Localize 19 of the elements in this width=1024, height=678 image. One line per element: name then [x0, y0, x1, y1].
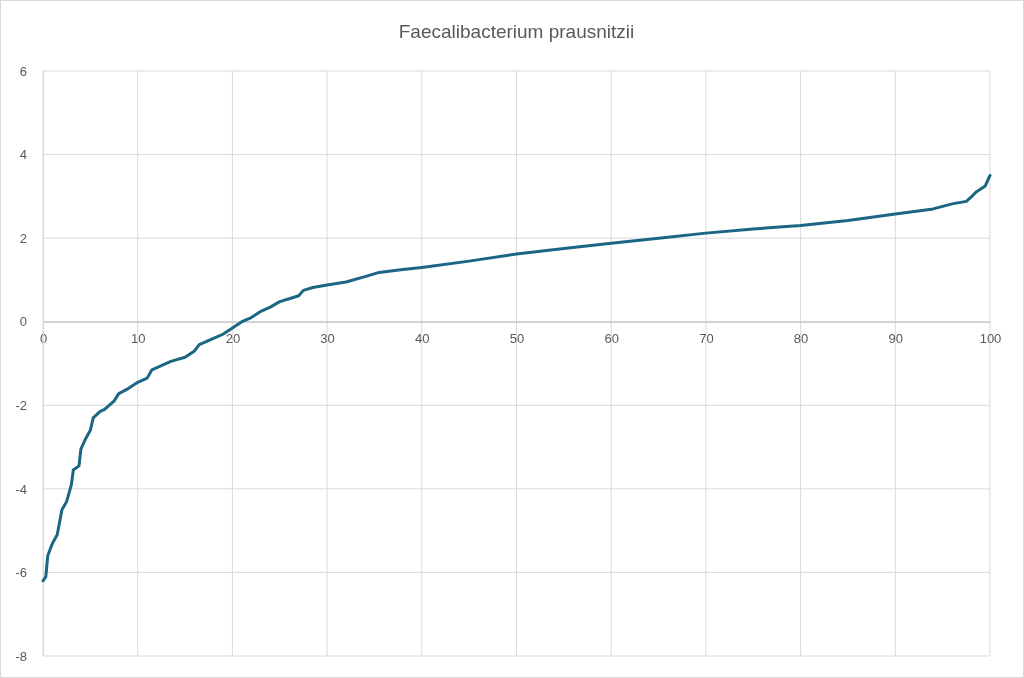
y-tick-label: 0 — [19, 314, 27, 330]
y-tick-label: -2 — [15, 397, 27, 413]
x-tick-label: 30 — [320, 330, 335, 346]
x-tick-label: 10 — [130, 330, 146, 346]
x-tick-label: 50 — [509, 330, 525, 346]
y-tick-label: -4 — [15, 481, 27, 497]
y-tick-label: -8 — [15, 648, 27, 664]
x-tick-label: 60 — [604, 330, 619, 346]
chart-title: Faecalibacterium prausnitzii — [398, 21, 635, 42]
x-tick-label: 70 — [699, 330, 714, 346]
x-tick-label: 100 — [979, 330, 1002, 346]
x-tick-label: 20 — [225, 330, 241, 346]
y-tick-label: 6 — [19, 63, 27, 79]
x-tick-label: 80 — [793, 330, 809, 346]
y-tick-label: 2 — [19, 230, 27, 246]
x-tick-label: 40 — [415, 330, 430, 346]
y-tick-label: 4 — [19, 147, 27, 163]
x-tick-label: 90 — [888, 330, 904, 346]
y-tick-label: -6 — [15, 565, 27, 581]
